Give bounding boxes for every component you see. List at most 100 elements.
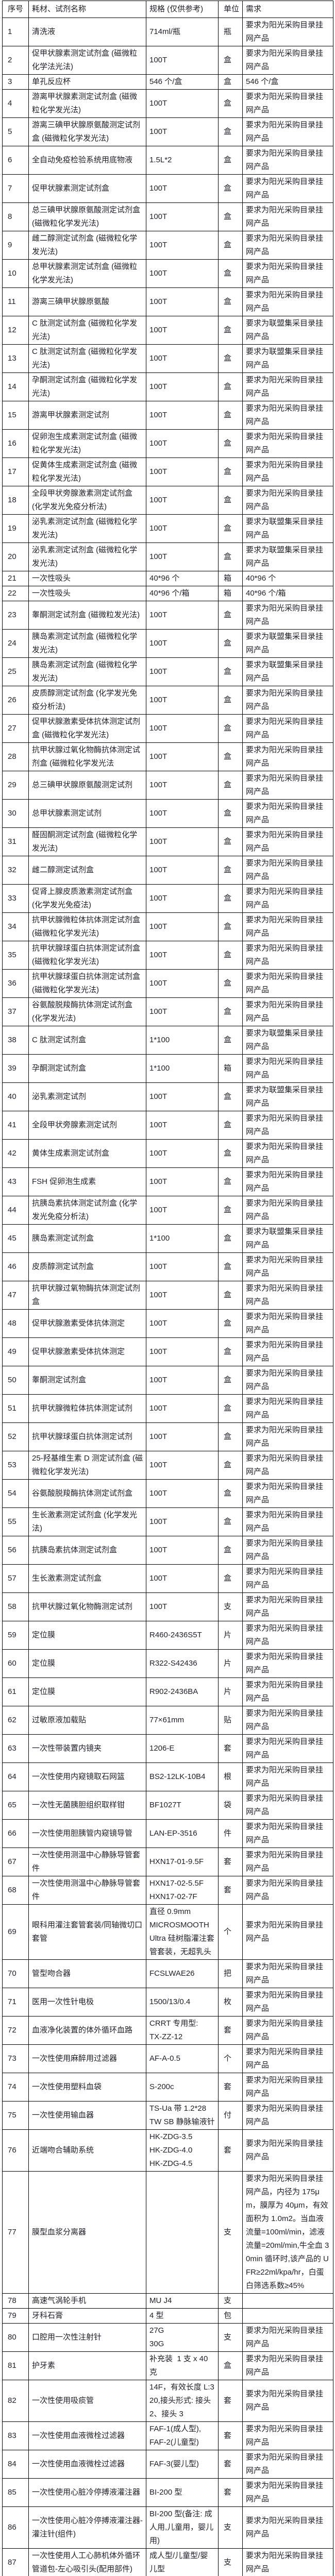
table-row: 7 促甲状腺素测定试剂盒 100T 盒要求为阳光采购目录挂网产品 — [2, 174, 333, 203]
table-row: 64 一次性使用内窥镜取石网篮 BS2-12LK-10B4 根要求为阳光采购目录挂网产… — [2, 1762, 333, 1791]
cell-no: 64 — [2, 1762, 29, 1791]
cell-name: 睾酮测定试剂盒 — [28, 1366, 146, 1395]
cell-req: 要求为阳光采购目录挂网产品 — [242, 1959, 333, 1988]
cell-no: 14 — [2, 372, 29, 401]
cell-no: 1 — [2, 18, 29, 46]
cell-unit: 套 — [218, 1848, 243, 1876]
cell-spec: 100T — [146, 202, 219, 231]
cell-unit: 盒 — [218, 2351, 243, 2380]
table-row: 10 总甲状腺素测定试剂盒 (磁微粒化学发光法) 100T 盒要求为阳光采购目录挂网产… — [2, 259, 333, 288]
cell-no: 37 — [2, 997, 29, 1026]
cell-name: 抗甲状腺过氧化物酶测定试剂 — [28, 1592, 146, 1621]
cell-name: 泌乳素测定试剂盒 (磁微粒化学发光法) — [28, 543, 146, 571]
cell-no: 80 — [2, 2323, 29, 2352]
table-row: 28 抗甲状腺过氧化物酶抗体测定试剂盒 (磁微粒化学发光法 100T 盒要求为阳光采购… — [2, 742, 333, 771]
cell-name: 眼科用灌注套管套装/同轴微切口套管 — [28, 1904, 146, 1960]
cell-name: 一次性吸头 — [28, 571, 146, 586]
cell-no: 40 — [2, 1082, 29, 1111]
table-row: 24 胰岛素测定试剂盒 (磁微粒化学发光法) 100T 盒要求为联盟集采目录挂网产品 — [2, 629, 333, 658]
cell-unit: 支 — [218, 2506, 243, 2549]
table-row: 34 抗甲状腺微粒体抗体测定试剂盒 (磁微粒化学发光法) 100T 盒要求为阳光采购目… — [2, 912, 333, 941]
cell-req: 要求为阳光采购目录挂网产品 — [242, 2129, 333, 2172]
cell-no: 18 — [2, 486, 29, 515]
table-row: 38 C 肽测定试剂盒 1*100 盒要求为联盟集采目录挂网产品 — [2, 1026, 333, 1055]
cell-req: 40*96 个 — [242, 571, 333, 586]
cell-spec: 100T — [146, 1536, 219, 1565]
table-row: 69 眼科用灌注套管套装/同轴微切口套管 直径 0.9mm MICROSMOOTH … — [2, 1904, 333, 1960]
cell-unit: 盒 — [218, 912, 243, 941]
cell-unit: 箱 — [218, 586, 243, 601]
table-row: 37 谷氨酸脱羧酶抗体测定试剂盒 (化学发光法) 100T 盒要求为阳光采购目录挂网产… — [2, 997, 333, 1026]
cell-spec: BI-200 型(备注: 成人用,儿童用，婴儿用) — [146, 2506, 219, 2549]
cell-name: 黄体生成素测定试剂盒 — [28, 1139, 146, 1168]
cell-no: 39 — [2, 1054, 29, 1083]
table-row: 47 抗甲状腺过氧物酶抗体测定试剂盒 100T 盒要求为阳光采购目录挂网产品 — [2, 1281, 333, 1310]
cell-unit: 盒 — [218, 316, 243, 345]
cell-no: 57 — [2, 1564, 29, 1593]
cell-no: 82 — [2, 2380, 29, 2422]
cell-req: 要求为阳光采购目录挂网产品 — [242, 799, 333, 828]
cell-unit: 盒 — [218, 629, 243, 658]
cell-spec: 100T — [146, 457, 219, 486]
table-row: 35 抗甲状腺球蛋白抗体测定试剂盒 (磁微粒化学发光法) 100T 盒要求为阳光采购目… — [2, 941, 333, 970]
table-row: 87 一次性使用人工心肺机体外循环管道包-左心吸引头(配用部件) 成人型/儿童型/婴… — [2, 2548, 333, 2576]
cell-spec: 100T — [146, 287, 219, 316]
cell-no: 26 — [2, 686, 29, 715]
cell-req: 要求为阳光采购目录挂网产品 — [242, 2548, 333, 2576]
cell-name: C 肽测定试剂盒 (磁微粒化学发光法) — [28, 316, 146, 345]
cell-name: 促甲状腺激素受体抗体测定 — [28, 1309, 146, 1338]
cell-req: 要求为阳光采购目录挂网产品 — [242, 174, 333, 203]
cell-req: 要求为阳光采购目录挂网产品 — [242, 117, 333, 146]
header-unit: 单位 — [218, 1, 243, 18]
table-row: 26 皮质醇测定试剂盒 (化学发光免疫分析法) 100T 盒要求为阳光采购目录挂网产品 — [2, 686, 333, 715]
cell-no: 2 — [2, 46, 29, 75]
cell-no: 16 — [2, 429, 29, 458]
cell-name: 胰岛素测定试剂盒 — [28, 1224, 146, 1253]
cell-no: 53 — [2, 1451, 29, 1480]
cell-unit: 盒 — [218, 486, 243, 515]
table-row: 18 全段甲状旁腺激素测定试剂盒 (化学发光免疫分析法) 100T 盒要求为阳光采购目… — [2, 486, 333, 515]
table-row: 55 生长激素测定试剂盒 (化学发光法) 100T 盒要求为阳光采购目录挂网产品 — [2, 1507, 333, 1536]
cell-spec: 直径 0.9mm MICROSMOOTH Ultra 硅树脂灌注套管套装，无超乳… — [146, 1904, 219, 1960]
cell-spec: 100T — [146, 912, 219, 941]
cell-spec: HK-ZDG-3.5 HK-ZDG-4.0 HK-ZDG-4.5 — [146, 2129, 219, 2172]
cell-no: 22 — [2, 586, 29, 601]
cell-unit: 盒 — [218, 1026, 243, 1055]
table-row: 73 一次性使用麻醉用过滤器 AF-A-0.5 个要求为阳光采购目录挂网产品 — [2, 2044, 333, 2073]
cell-name: 一次性使用人工心肺机体外循环管道包-左心吸引头(配用部件) — [28, 2548, 146, 2576]
table-row: 33 促肾上腺皮质激素测定试剂盒 (化学发光免疫法) 100T 盒要求为阳光采购目录挂… — [2, 884, 333, 913]
header-no: 序号 — [2, 1, 29, 18]
cell-no: 45 — [2, 1224, 29, 1253]
cell-spec: BS2-12LK-10B4 — [146, 1762, 219, 1791]
cell-no: 12 — [2, 316, 29, 345]
cell-spec: 100T — [146, 89, 219, 118]
cell-name: 总甲状腺素测定试剂盒 (磁微粒化学发光法) — [28, 259, 146, 288]
cell-req: 要求为阳光采购目录挂网产品 — [242, 1111, 333, 1140]
table-row: 59 定位膜 R460-2436S5T 片要求为阳光采购目录挂网产品 — [2, 1621, 333, 1650]
cell-unit: 盒 — [218, 543, 243, 571]
cell-no: 47 — [2, 1281, 29, 1310]
cell-name: 一次性吸头 — [28, 586, 146, 601]
cell-unit: 盒 — [218, 601, 243, 630]
cell-unit: 盒 — [218, 1252, 243, 1281]
cell-unit: 盒 — [218, 884, 243, 913]
table-row: 5 游离三碘甲状腺原氨酸测定试剂盒 (磁微粒化学发光法) 100T 盒要求为阳光采购目… — [2, 117, 333, 146]
cell-name: 护牙素 — [28, 2351, 146, 2380]
cell-name: 孕酮测定试剂盒 (磁微粒化学发光法) — [28, 372, 146, 401]
cell-name: 一次性使用测温中心静脉导管套件 — [28, 1876, 146, 1905]
cell-name: 抗甲状腺球蛋白抗体测定试剂盒 (磁微粒化学发光法) — [28, 941, 146, 970]
table-row: 80 口腔用一次性注射针 27G 30G 支要求为阳光采购目录挂网产品 — [2, 2323, 333, 2352]
cell-unit: 片 — [218, 1621, 243, 1650]
cell-no: 43 — [2, 1167, 29, 1196]
table-row: 36 抗甲状腺球蛋白抗体测定试剂盒 (磁微粒化学发光法) 100T 盒要求为阳光采购目… — [2, 969, 333, 998]
cell-req: 要求为阳光采购目录挂网产品 — [242, 1621, 333, 1650]
cell-no: 73 — [2, 2044, 29, 2073]
table-row: 62 过敏原液加载贴 77×61mm 贴要求为阳光采购目录挂网产品 — [2, 1706, 333, 1735]
cell-unit: 套 — [218, 2450, 243, 2479]
cell-spec: 100T — [146, 686, 219, 715]
cell-spec: 100T — [146, 1507, 219, 1536]
cell-unit: 盒 — [218, 1536, 243, 1565]
cell-name: 促甲状腺激素受体抗体测定试剂盒 (磁微粒化学发光法) — [28, 714, 146, 743]
cell-name: 孕酮测定试剂盒 — [28, 1054, 146, 1083]
cell-name: 25-羟基维生素 D 测定试剂盒 (磁微粒化学发光法) — [28, 1451, 146, 1480]
